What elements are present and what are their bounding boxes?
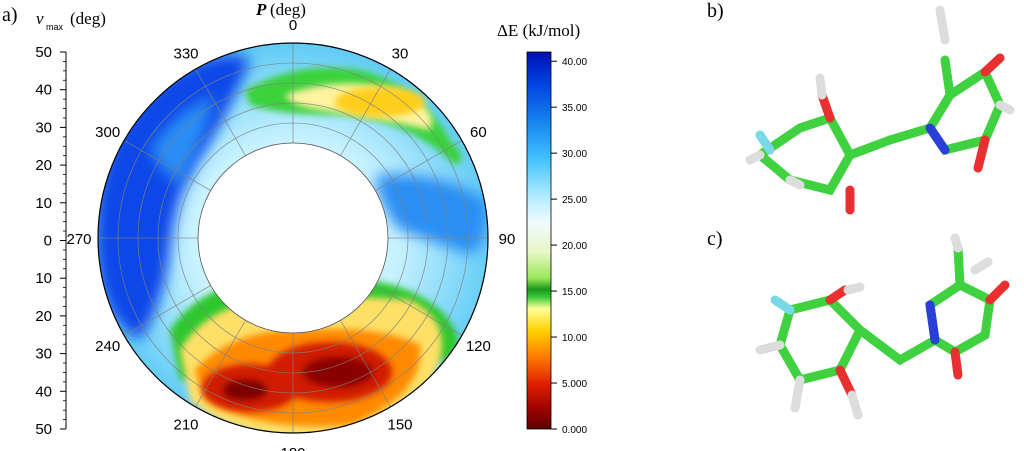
angular-axis-unit: (deg) [270, 0, 306, 19]
polar-plot: 0 30 60 90 120 150 180 210 240 270 300 330 [66, 17, 515, 451]
colorbar-tick-label: 15.00 [562, 287, 587, 298]
panel-label-b: b) [707, 0, 724, 22]
molecule-c [755, 233, 1010, 420]
angular-gridline [123, 285, 211, 336]
angle-label-300: 300 [95, 124, 120, 141]
radial-tick-label: 10 [35, 195, 52, 212]
sugar-ring-b [752, 112, 856, 196]
east-blue-region [375, 174, 488, 255]
oxygen-b4 [973, 135, 990, 173]
radial-tick-label: 30 [35, 119, 52, 136]
angular-gridline [340, 320, 391, 408]
radial-tick-label: 40 [35, 82, 52, 99]
angle-label-60: 60 [470, 124, 487, 141]
oxygen-c4 [950, 347, 963, 380]
colorbar-tick-label: 5.000 [562, 379, 587, 390]
angle-label-120: 120 [466, 338, 491, 355]
radial-tick-label: 20 [35, 308, 52, 325]
fluorine-c [770, 295, 795, 315]
linker-c [855, 325, 940, 366]
colorbar-tick-label: 20.00 [562, 241, 587, 252]
linker-b [845, 123, 935, 160]
colorbar-tick-label: 25.00 [562, 195, 587, 206]
colorbar: ΔE (kJ/mol) 0.000 5.000 10.00 15.00 20.00 25.… [497, 21, 587, 436]
colorbar-tick-label: 0.000 [562, 425, 587, 436]
colorbar-scale [526, 51, 552, 430]
angular-gridline [340, 68, 391, 156]
angle-label-30: 30 [392, 46, 409, 63]
radial-axis-subscript: max [46, 22, 64, 32]
colorbar-ticks: 0.000 5.000 10.00 15.00 20.00 25.00 30.00 35.00… [551, 57, 587, 436]
nitrogen-b [925, 123, 950, 155]
radial-tick-label: 0 [44, 233, 52, 250]
oxygen-b3 [980, 53, 1005, 77]
oxygen-c1 [825, 285, 850, 305]
hydrogens-c [755, 233, 993, 420]
molecule-b [745, 5, 1015, 215]
angular-gridline [195, 320, 246, 408]
radial-tick-label: 20 [35, 157, 52, 174]
inner-ring [197, 142, 389, 334]
colorbar-title: ΔE (kJ/mol) [497, 21, 580, 40]
angle-label-240: 240 [95, 338, 120, 355]
colorbar-tick-label: 40.00 [562, 57, 587, 68]
angle-label-150: 150 [387, 416, 412, 433]
angular-gridline [123, 140, 211, 191]
radial-tick-label: 50 [35, 421, 52, 438]
angle-label-270: 270 [66, 231, 91, 248]
methyl-c [953, 243, 965, 290]
radial-tick-label: 40 [35, 383, 52, 400]
angle-label-210: 210 [173, 416, 198, 433]
colorbar-tick-label: 10.00 [562, 333, 587, 344]
angular-gridline [195, 68, 246, 156]
panel-label-a: a) [2, 4, 18, 26]
oxygen-c2 [835, 365, 857, 400]
angular-gridline [375, 285, 463, 336]
radial-tick-label: 10 [35, 270, 52, 287]
angle-label-90: 90 [499, 231, 516, 248]
blue-mid-region [150, 95, 215, 185]
minimum-south-west [223, 380, 267, 400]
angle-label-330: 330 [173, 46, 198, 63]
angular-axis-symbol: P [255, 0, 267, 19]
radial-axis-symbol: ν [36, 9, 44, 28]
angular-tick-labels: 0 30 60 90 120 150 180 210 240 270 300 330 [66, 17, 515, 451]
nitrogen-c [925, 300, 940, 345]
hydrogens-b [745, 5, 1015, 190]
angle-label-180: 180 [280, 445, 305, 451]
colorbar-tick-label: 35.00 [562, 103, 587, 114]
minimum-south-east [303, 357, 373, 387]
oxygen-c3 [985, 280, 1010, 305]
fluorine-b [755, 130, 775, 155]
inner-hole [198, 143, 388, 333]
colorbar-tick-label: 30.00 [562, 149, 587, 160]
angular-gridlines [98, 43, 488, 433]
radial-axis-ticks: 50 40 30 20 10 0 10 20 30 40 50 [35, 44, 66, 438]
panel-label-c: c) [707, 228, 723, 250]
radial-axis: 50 40 30 20 10 0 10 20 30 40 50 ν max (deg) [35, 9, 106, 438]
angle-label-0: 0 [289, 17, 297, 34]
outer-ring [97, 42, 489, 434]
north-minimum [335, 87, 425, 117]
radial-axis-unit: (deg) [70, 9, 106, 28]
radial-tick-label: 50 [35, 44, 52, 61]
radial-tick-label: 30 [35, 346, 52, 363]
angular-gridline [375, 140, 463, 191]
blue-high-region [98, 54, 250, 340]
methyl-b [940, 55, 955, 100]
